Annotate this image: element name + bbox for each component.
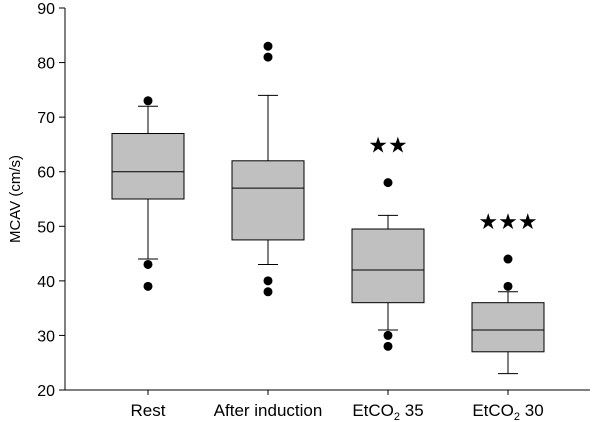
y-tick-label: 20 — [37, 383, 55, 400]
plot-area: ★★★★★ — [111, 41, 545, 375]
category-label-subscript: 2 — [394, 411, 400, 422]
y-tick-label: 60 — [37, 165, 55, 182]
y-tick-label: 90 — [37, 1, 55, 18]
category-label: After induction — [214, 401, 323, 420]
outlier-point — [503, 254, 513, 264]
category-label: EtCO2 30 — [472, 401, 543, 422]
box-1 — [111, 96, 185, 291]
y-tick-label: 80 — [37, 56, 55, 73]
category-label-subscript: 2 — [514, 411, 520, 422]
outlier-point — [143, 259, 153, 269]
category-label-text: Rest — [131, 401, 166, 420]
y-tick-label: 70 — [37, 110, 55, 127]
category-label: Rest — [131, 401, 166, 420]
x-axis: Rest After induction EtCO2 35 EtCO2 30 — [65, 389, 590, 422]
box-2 — [231, 41, 305, 297]
y-tick-label: 40 — [37, 274, 55, 291]
category-label-suffix: 30 — [520, 401, 544, 420]
box-iqr — [471, 302, 545, 353]
category-label-text: EtCO — [352, 401, 394, 420]
y-axis: 20 30 40 50 60 70 80 90 — [37, 1, 66, 400]
outlier-point — [503, 281, 513, 291]
outlier-point — [263, 287, 273, 297]
box-4: ★★★ — [471, 209, 545, 375]
category-label: EtCO2 35 — [352, 401, 423, 422]
outlier-point — [383, 341, 393, 351]
outlier-point — [263, 41, 273, 51]
category-label-text: EtCO — [472, 401, 514, 420]
box-3: ★★ — [351, 133, 425, 351]
category-label-suffix: 35 — [400, 401, 424, 420]
box-iqr — [111, 133, 185, 200]
outlier-point — [383, 178, 393, 188]
y-axis-label: MCAV (cm/s) — [7, 155, 24, 243]
category-label-text: After induction — [214, 401, 323, 420]
significance-stars: ★★ — [368, 133, 407, 158]
outlier-point — [263, 52, 273, 62]
y-tick-label: 50 — [37, 219, 55, 236]
y-tick-label: 30 — [37, 328, 55, 345]
outlier-point — [143, 96, 153, 106]
outlier-point — [263, 276, 273, 286]
outlier-point — [143, 281, 153, 291]
box-iqr — [351, 228, 425, 304]
outlier-point — [383, 330, 393, 340]
box-iqr — [231, 160, 305, 241]
significance-stars: ★★★ — [478, 209, 537, 234]
